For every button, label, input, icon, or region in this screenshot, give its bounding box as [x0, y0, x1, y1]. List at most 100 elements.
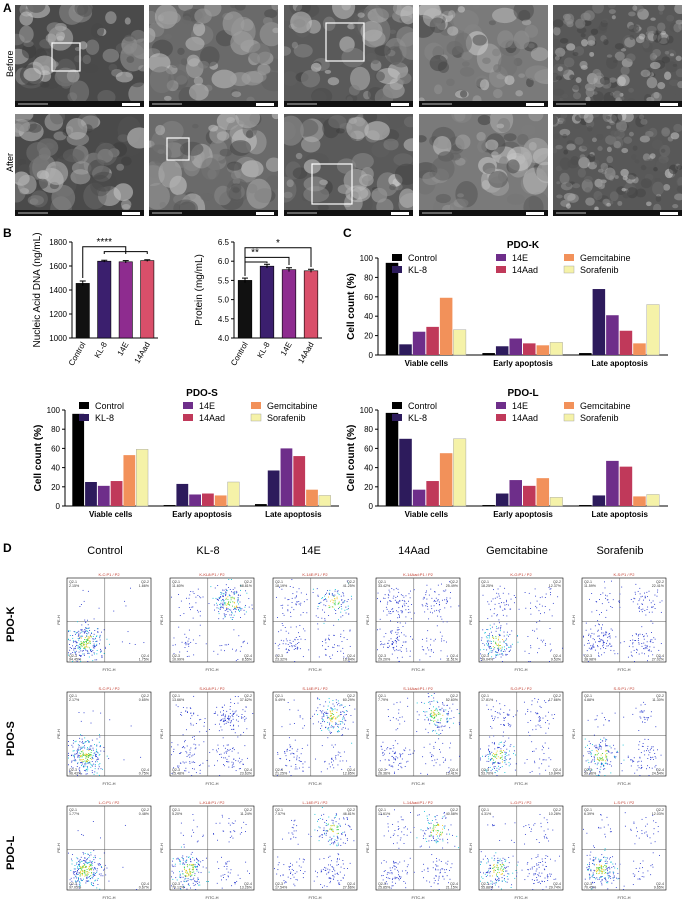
event-dot: [95, 754, 97, 756]
sem-grain: [622, 191, 630, 199]
event-dot: [202, 836, 204, 837]
sem-grain: [46, 22, 64, 35]
event-dot: [387, 593, 389, 595]
flow-plot: K-KL8:P1 / P2Q2-111.60%Q2-268.81%Q2-310.…: [159, 572, 255, 672]
event-dot: [397, 719, 399, 721]
event-dot: [324, 595, 326, 597]
plot-frame: [478, 691, 564, 777]
event-dot: [412, 638, 413, 640]
y-tick-label: 1600: [49, 262, 67, 271]
event-dot: [638, 643, 640, 645]
event-dot: [652, 606, 654, 608]
event-dot: [183, 843, 185, 845]
event-dot: [192, 768, 193, 770]
y-tick-label: 60: [364, 293, 373, 302]
y-axis-label: PE-H: [365, 729, 370, 739]
event-dot: [600, 754, 602, 756]
bar: [523, 343, 536, 355]
event-dot: [510, 645, 512, 647]
event-dot: [347, 599, 349, 600]
event-dot: [609, 745, 611, 747]
event-dot: [501, 646, 503, 648]
event-dot: [548, 700, 549, 702]
sem-grain: [357, 12, 365, 18]
event-dot: [354, 708, 356, 710]
event-dot: [195, 744, 197, 746]
event-dot: [342, 722, 344, 724]
event-dot: [85, 882, 87, 884]
event-dot: [85, 627, 87, 629]
event-dot: [290, 765, 292, 767]
event-dot: [638, 634, 639, 636]
sem-grain: [455, 134, 471, 150]
event-dot: [496, 626, 497, 628]
event-dot: [195, 643, 197, 644]
event-dot: [68, 741, 69, 742]
event-dot: [79, 632, 81, 634]
event-dot: [121, 641, 123, 643]
event-dot: [604, 633, 606, 635]
event-dot: [430, 649, 432, 650]
event-dot: [323, 714, 324, 716]
sem-grain: [284, 115, 304, 146]
event-dot: [623, 641, 625, 643]
event-dot: [387, 601, 389, 603]
event-dot: [430, 719, 431, 721]
event-dot: [223, 714, 224, 716]
sem-grain: [584, 187, 592, 194]
event-dot: [336, 723, 338, 725]
event-dot: [225, 588, 227, 590]
sem-grain: [69, 80, 90, 101]
event-dot: [308, 649, 310, 651]
event-dot: [94, 768, 96, 770]
event-dot: [630, 598, 632, 600]
event-dot: [197, 588, 199, 590]
event-dot: [606, 632, 608, 634]
event-dot: [496, 614, 498, 616]
event-dot: [506, 601, 507, 603]
event-dot: [504, 604, 506, 606]
sem-grain: [179, 201, 196, 210]
event-dot: [171, 772, 173, 774]
event-dot: [79, 755, 81, 757]
event-dot: [654, 638, 656, 640]
event-dot: [69, 879, 71, 881]
event-dot: [318, 656, 320, 658]
event-dot: [331, 710, 333, 712]
quadrant-value-q1: 5.49%: [275, 698, 286, 702]
event-dot: [606, 642, 607, 644]
event-dot: [242, 763, 244, 765]
event-dot: [232, 763, 234, 765]
event-dot: [609, 720, 610, 722]
event-dot: [220, 594, 222, 596]
event-dot: [604, 768, 606, 770]
sem-grain: [124, 34, 136, 42]
event-dot: [652, 654, 654, 656]
event-dot: [495, 655, 497, 656]
sem-grain: [640, 178, 652, 189]
bar: [619, 330, 633, 355]
event-dot: [344, 600, 346, 602]
event-dot: [387, 597, 389, 599]
event-dot: [327, 728, 329, 730]
event-dot: [87, 650, 89, 652]
event-dot: [179, 615, 181, 617]
event-dot: [190, 708, 192, 709]
event-dot: [81, 624, 83, 626]
event-dot: [183, 613, 185, 615]
quadrant-value-q4: 10.84%: [549, 772, 562, 776]
event-dot: [193, 869, 194, 871]
event-dot: [222, 596, 224, 598]
event-dot: [69, 649, 71, 651]
event-dot: [384, 594, 386, 596]
event-dot: [78, 864, 80, 866]
event-dot: [88, 857, 90, 859]
event-dot: [337, 751, 339, 753]
event-dot: [319, 704, 321, 706]
sem-grain: [563, 149, 569, 155]
event-dot: [594, 649, 596, 651]
event-dot: [189, 756, 191, 758]
event-dot: [641, 745, 643, 747]
event-dot: [648, 775, 650, 776]
event-dot: [217, 714, 219, 716]
